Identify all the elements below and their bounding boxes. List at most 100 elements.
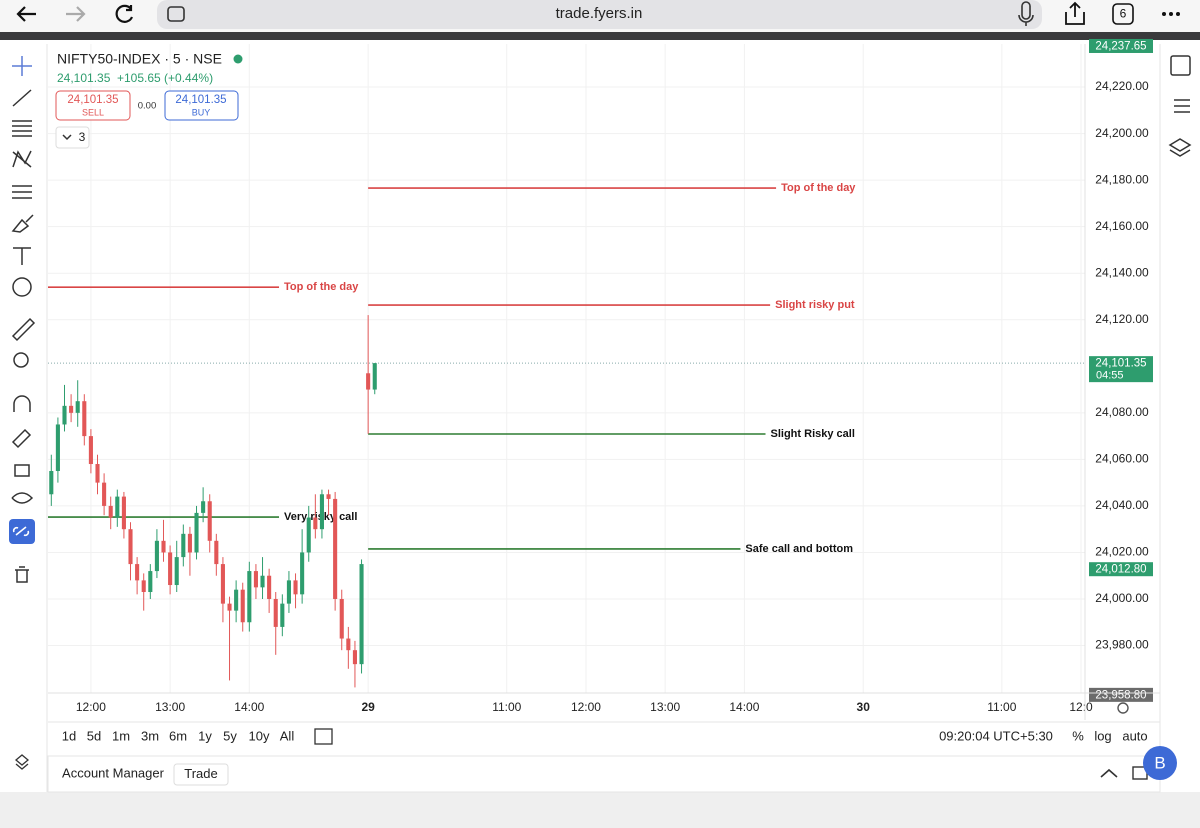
price-change: +105.65 (+0.44%) <box>117 71 213 85</box>
candle-body <box>313 517 318 530</box>
account-manager-tab[interactable]: Account Manager <box>62 765 165 780</box>
candle-body <box>247 571 252 623</box>
trade-tab[interactable]: Trade <box>184 766 217 781</box>
candle-body <box>339 598 344 639</box>
candle-body <box>154 540 159 572</box>
axis-settings[interactable] <box>1117 702 1129 714</box>
emoji-tool[interactable] <box>12 277 32 297</box>
market-status <box>233 54 243 64</box>
candle-body <box>352 650 357 665</box>
candle-body <box>194 512 199 553</box>
auto-toggle[interactable]: auto <box>1122 728 1147 743</box>
tabs-button[interactable] <box>1112 3 1134 25</box>
candle-body <box>75 401 80 413</box>
right-toolbar <box>1168 55 1192 157</box>
expand-button[interactable] <box>1100 768 1118 778</box>
magnet-tool[interactable] <box>13 395 31 412</box>
timeframe-button[interactable]: All <box>280 728 295 743</box>
candle-body <box>306 517 311 553</box>
visibility-tool[interactable] <box>11 492 34 504</box>
ruler-tool[interactable] <box>11 317 36 342</box>
layers-icon[interactable] <box>14 754 30 770</box>
more-button[interactable] <box>1162 12 1180 16</box>
text-tool[interactable] <box>13 247 31 265</box>
y-tick-label: 24,060.00 <box>1095 452 1149 466</box>
timeframe-bar: 1d 5d 1m 3m 6m 1y 5y 10y All <box>62 728 295 743</box>
delete-tool[interactable] <box>15 566 29 583</box>
trade-tab-box[interactable] <box>173 763 229 786</box>
candle-body <box>280 603 285 627</box>
timeframe-button[interactable]: 1d <box>62 728 76 743</box>
timeframe-button[interactable]: 1m <box>112 728 130 743</box>
timeframe-button[interactable]: 5d <box>87 728 101 743</box>
date-range-button[interactable] <box>314 728 333 745</box>
orders-button[interactable] <box>1174 99 1190 113</box>
brush-tool[interactable] <box>11 214 34 233</box>
indicator-count: 3 <box>79 130 86 144</box>
y-tick-label: 24,020.00 <box>1095 545 1149 559</box>
drawing-label: Slight risky put <box>775 299 855 311</box>
buy-label: BUY <box>192 107 211 117</box>
layers-button[interactable] <box>1168 138 1192 157</box>
log-toggle[interactable]: log <box>1094 728 1111 743</box>
candle-body <box>240 589 245 623</box>
chart: 12:00 13:00 14:00 29 11:00 12:00 13:00 14:00 30 1… <box>48 38 1153 714</box>
sync-icon <box>12 526 30 537</box>
sell-button[interactable] <box>55 90 131 121</box>
candle-body <box>128 529 133 565</box>
forward-button[interactable] <box>66 6 86 22</box>
buy-button[interactable] <box>164 90 239 121</box>
candle-body <box>168 552 173 586</box>
sell-label: SELL <box>82 107 104 117</box>
x-tick-label: 14:00 <box>729 700 759 714</box>
candle-body <box>108 505 113 518</box>
candle-body <box>161 540 166 553</box>
drawing-toolbar <box>11 56 36 583</box>
candle-body <box>273 598 278 627</box>
timeframe-button[interactable]: 5y <box>223 728 237 743</box>
candle-body <box>49 471 54 495</box>
y-tick-label: 24,160.00 <box>1095 219 1149 233</box>
timeframe-button[interactable]: 10y <box>249 728 270 743</box>
candle-body <box>366 373 371 390</box>
watchlist-button[interactable] <box>1170 55 1191 76</box>
avatar-letter: B <box>1154 753 1165 772</box>
y-tick-label: 24,040.00 <box>1095 498 1149 512</box>
timeframe-button[interactable]: 3m <box>141 728 159 743</box>
reload-button[interactable] <box>115 4 134 23</box>
symbol[interactable]: NIFTY50-INDEX · 5 · NSE <box>57 51 222 67</box>
fib-tool[interactable] <box>12 120 32 137</box>
candle-body <box>201 501 206 513</box>
candle-body <box>148 571 153 593</box>
avatar[interactable] <box>1143 746 1177 780</box>
price-label-box <box>1089 356 1153 383</box>
timeframe-button[interactable]: 6m <box>169 728 187 743</box>
price-label: 24,101.35 <box>1095 358 1146 370</box>
url-field[interactable] <box>157 0 1042 29</box>
price-label-box <box>1089 562 1153 577</box>
candle-body <box>102 482 107 506</box>
clock: 09:20:04 UTC+5:30 <box>939 728 1053 743</box>
sync-tool[interactable] <box>9 519 35 544</box>
candle-body <box>181 533 186 558</box>
share-button[interactable] <box>1065 1 1085 25</box>
trendline-tool[interactable] <box>12 89 32 107</box>
indicators-toggle[interactable] <box>55 126 90 149</box>
back-button[interactable] <box>16 6 36 22</box>
x-tick-label: 30 <box>857 700 871 714</box>
buy-price: 24,101.35 <box>175 94 226 106</box>
candle-body <box>253 571 258 588</box>
mic-icon[interactable] <box>1018 1 1034 26</box>
zoom-tool[interactable] <box>13 352 29 368</box>
pattern-tool[interactable] <box>12 150 32 168</box>
crosshair-tool[interactable] <box>12 56 32 76</box>
timeframe-button[interactable]: 1y <box>198 728 212 743</box>
forecast-tool[interactable] <box>12 185 32 199</box>
lock-draw-tool[interactable] <box>11 428 32 449</box>
percent-toggle[interactable]: % <box>1072 728 1084 743</box>
url: trade.fyers.in <box>556 5 643 22</box>
y-tick-label: 24,140.00 <box>1095 265 1149 279</box>
countdown: 04:55 <box>1096 370 1124 382</box>
lock-tool[interactable] <box>14 464 30 477</box>
